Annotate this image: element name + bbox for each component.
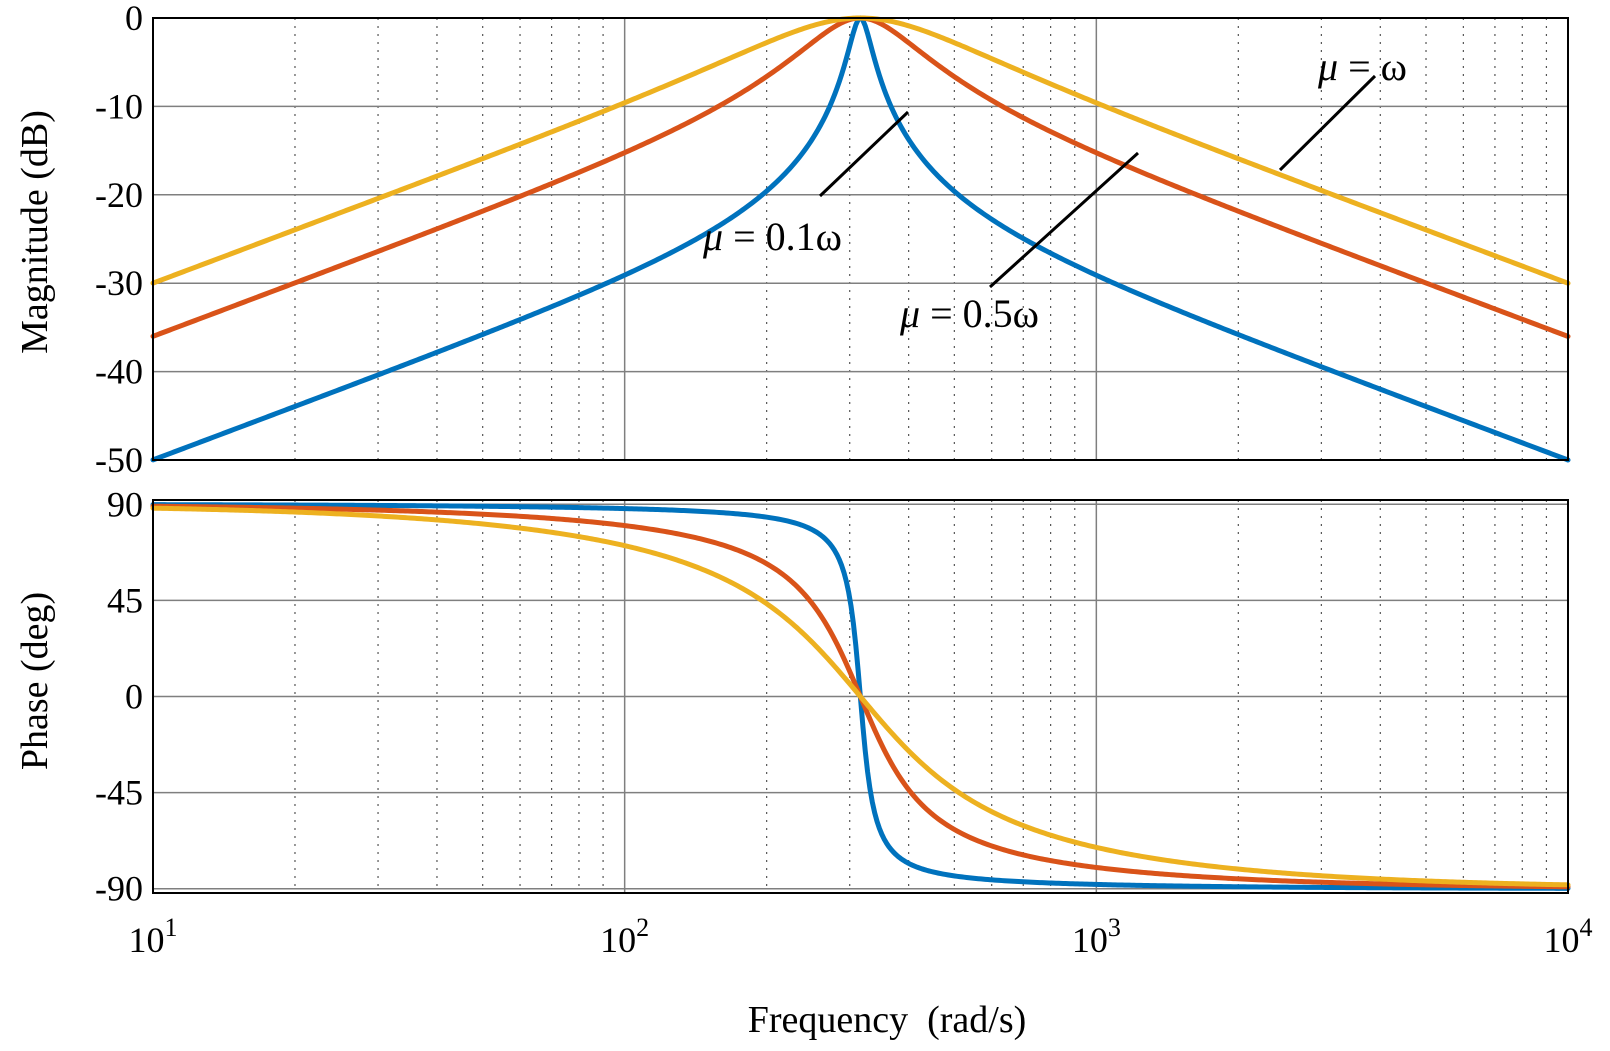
phase-y-axis-label: Phase (deg) <box>14 592 56 770</box>
y-tick-label: -20 <box>95 175 143 215</box>
annotations: μ = 0.1ω μ = 0.5ω μ = ω <box>702 44 1407 336</box>
y-tick-label: -45 <box>95 773 143 813</box>
y-tick-label: 90 <box>107 484 143 524</box>
magnitude-axes-box <box>152 17 1569 461</box>
x-tick-labels: 101 102 103 104 <box>129 913 1593 960</box>
magnitude-y-axis-label: Magnitude (dB) <box>14 110 56 354</box>
annotation-leader-line <box>1278 74 1377 172</box>
x-tick-label: 103 <box>1072 913 1121 960</box>
x-tick-label: 102 <box>600 913 649 960</box>
annotation-label: μ = 0.5ω <box>899 291 1039 336</box>
y-tick-label: 45 <box>107 580 143 620</box>
phase-y-tick-labels: 90 45 0 -45 -90 <box>95 484 143 908</box>
x-axis-label: Frequency (rad/s) <box>748 999 1027 1041</box>
annotation-label: μ = 0.1ω <box>702 214 842 259</box>
y-tick-label: -40 <box>95 352 143 392</box>
y-tick-label: 0 <box>125 677 143 717</box>
annotation-leader-line <box>988 151 1140 289</box>
x-tick-label: 104 <box>1544 913 1593 960</box>
phase-line-series-3 <box>150 505 1571 888</box>
y-tick-label: -50 <box>95 440 143 480</box>
y-tick-label: 0 <box>125 0 143 38</box>
magnitude-y-tick-labels: 0 -10 -20 -30 -40 -50 <box>95 0 143 480</box>
phase-axes-box <box>152 499 1569 894</box>
annotation-leader-line <box>818 110 910 198</box>
phase-series-group <box>150 502 1571 891</box>
y-tick-label: -10 <box>95 86 143 126</box>
annotation-label: μ = ω <box>1317 44 1407 89</box>
y-tick-label: -90 <box>95 869 143 909</box>
y-tick-label: -30 <box>95 263 143 303</box>
x-tick-label: 101 <box>129 913 178 960</box>
